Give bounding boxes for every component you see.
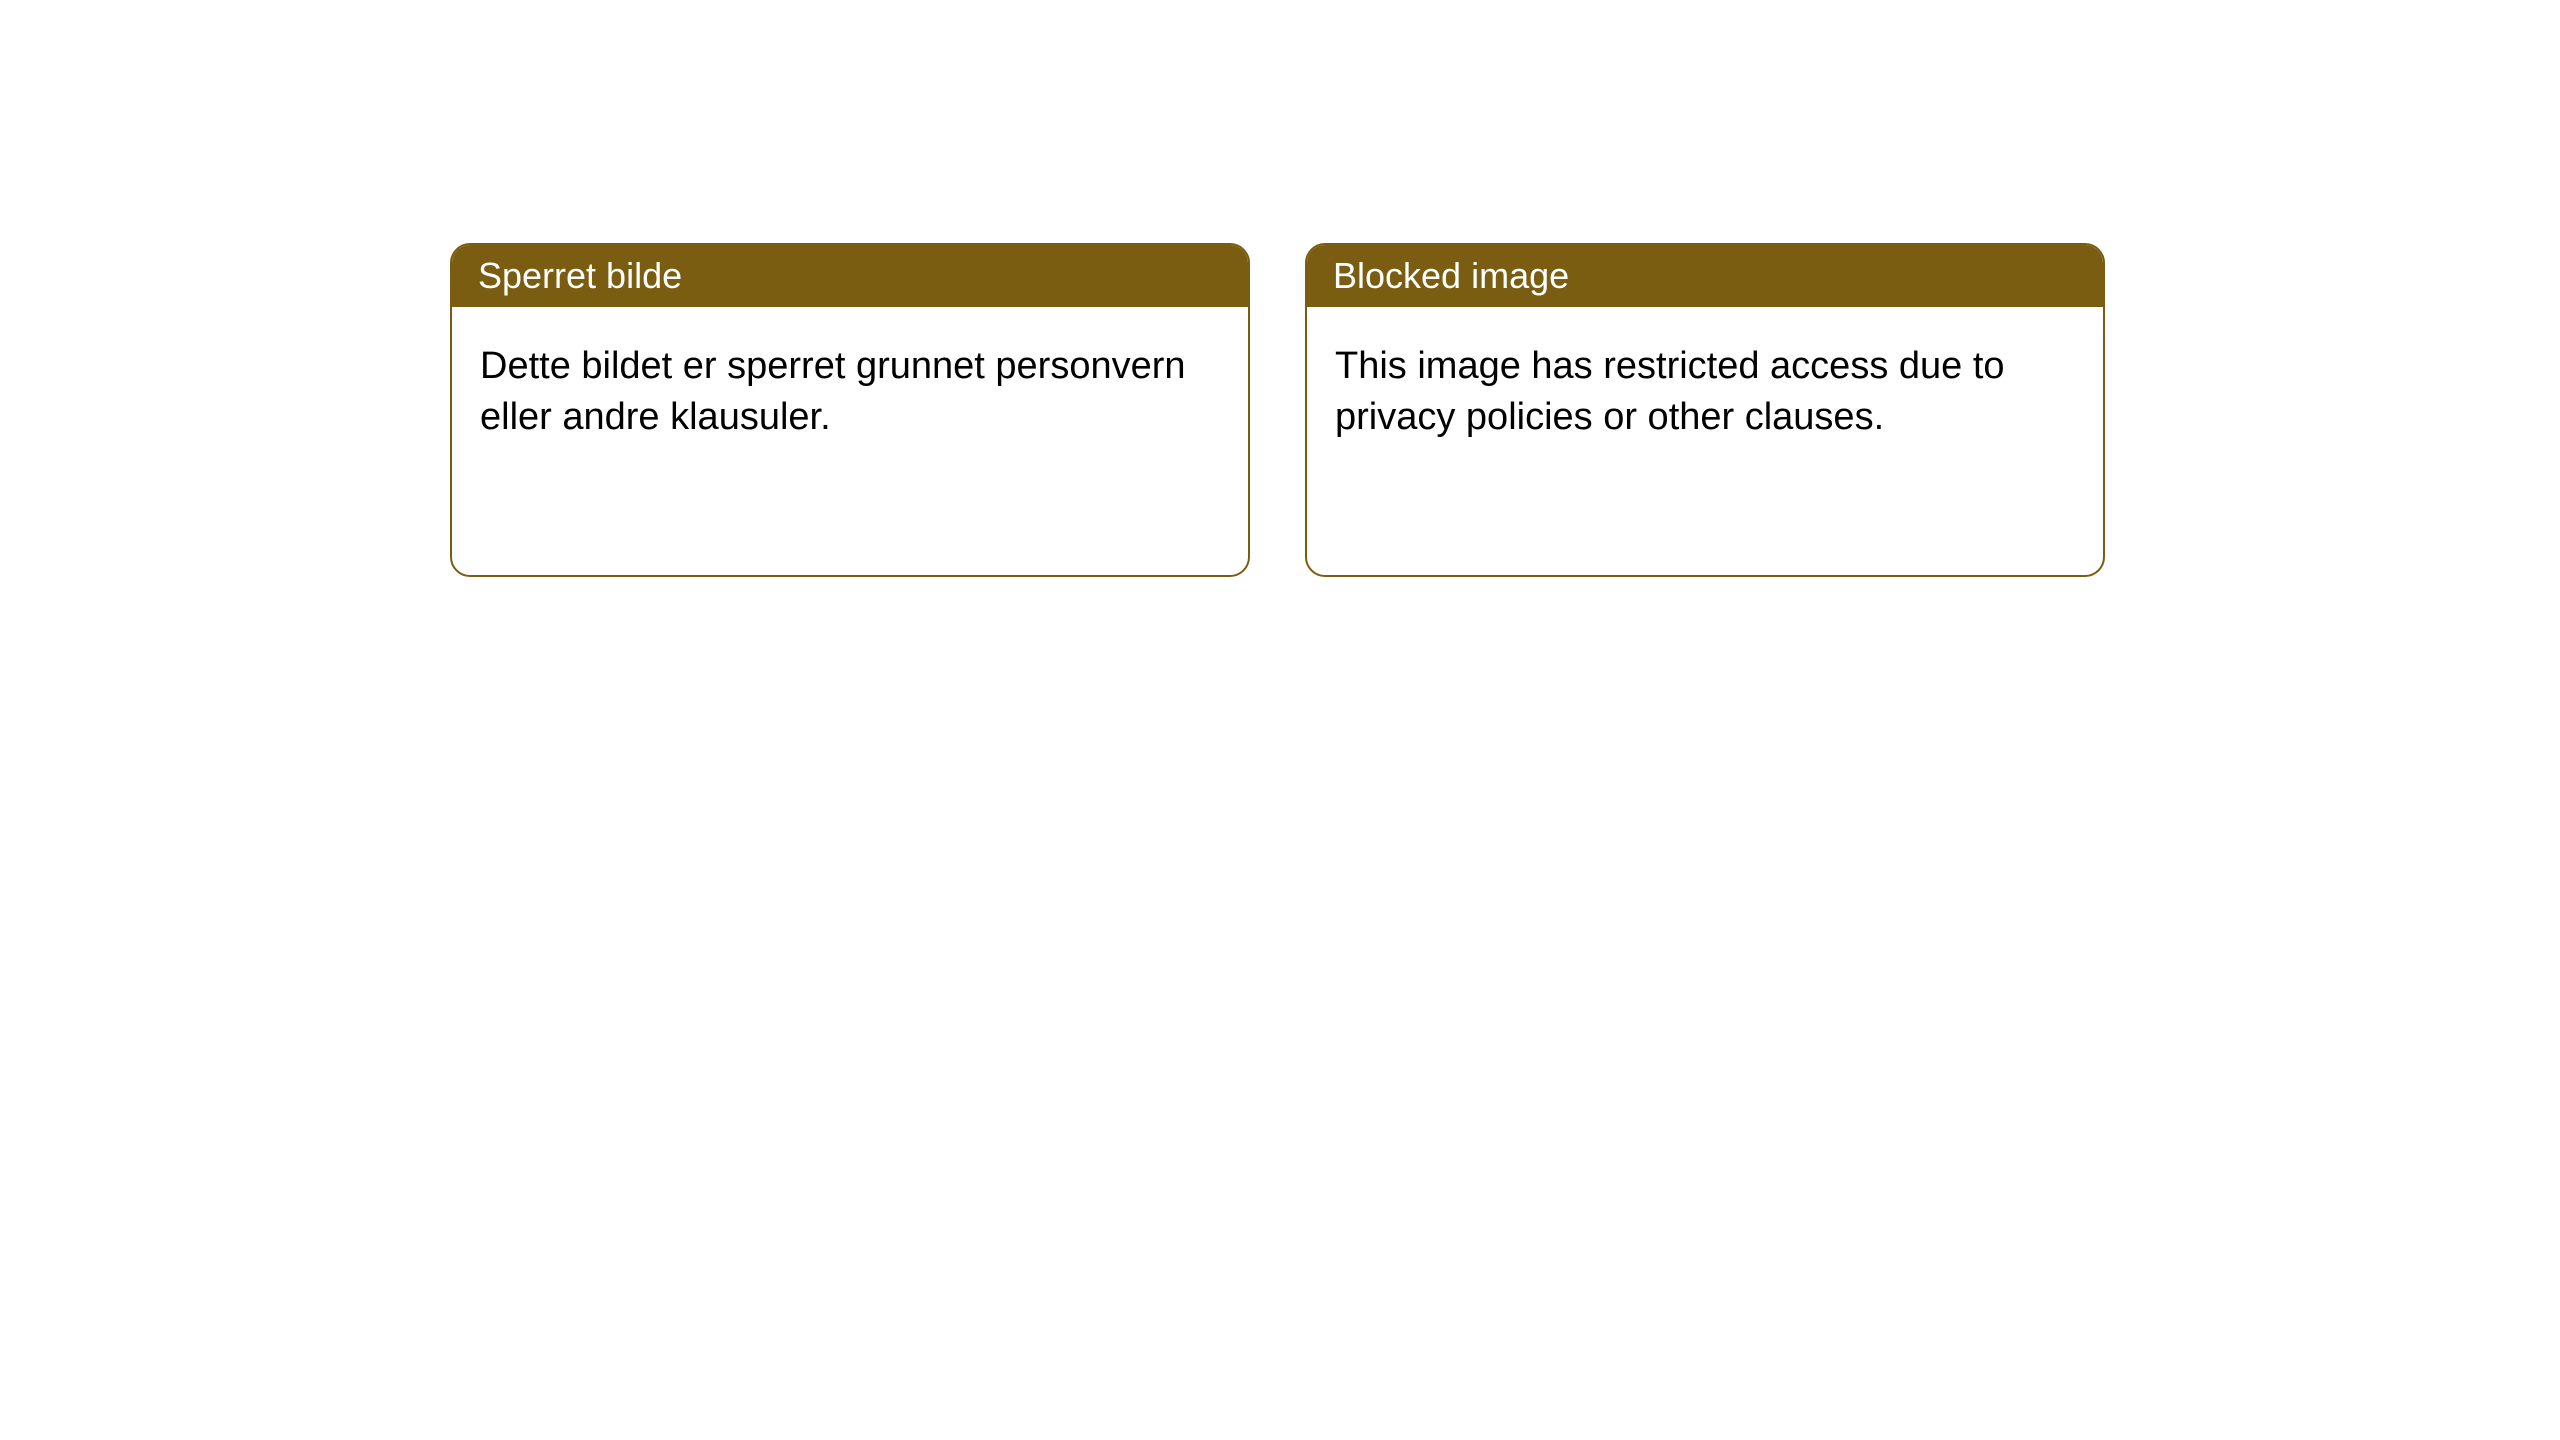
notice-header-norwegian: Sperret bilde <box>452 245 1248 307</box>
notice-title-english: Blocked image <box>1333 255 1569 296</box>
notice-body-english: This image has restricted access due to … <box>1307 307 2103 478</box>
notice-container: Sperret bilde Dette bildet er sperret gr… <box>450 243 2105 577</box>
notice-card-english: Blocked image This image has restricted … <box>1305 243 2105 577</box>
notice-title-norwegian: Sperret bilde <box>478 255 682 296</box>
notice-text-norwegian: Dette bildet er sperret grunnet personve… <box>480 345 1186 438</box>
notice-card-norwegian: Sperret bilde Dette bildet er sperret gr… <box>450 243 1250 577</box>
notice-body-norwegian: Dette bildet er sperret grunnet personve… <box>452 307 1248 478</box>
notice-header-english: Blocked image <box>1307 245 2103 307</box>
notice-text-english: This image has restricted access due to … <box>1335 345 2005 438</box>
